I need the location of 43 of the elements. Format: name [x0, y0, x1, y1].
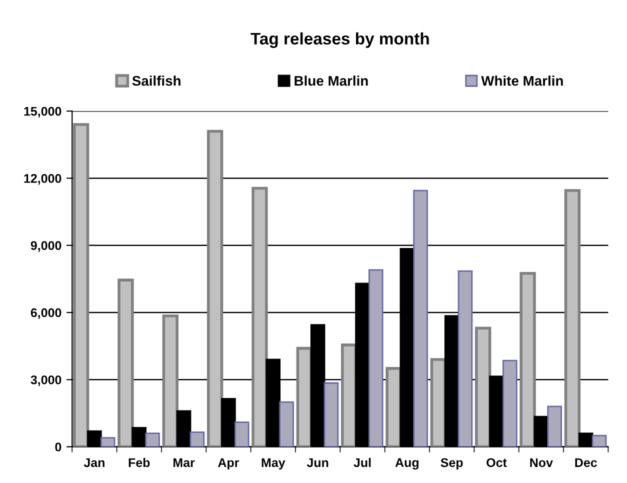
bar [118, 278, 134, 447]
bar [592, 434, 607, 447]
x-tick-label: Feb [128, 458, 150, 468]
bar [386, 367, 402, 447]
x-tick-label: Aug [395, 458, 418, 470]
bar [234, 421, 250, 447]
bar [324, 382, 339, 447]
bar [279, 401, 294, 447]
bar [206, 130, 224, 447]
x-tick-label: Oct [486, 458, 507, 468]
x-tick-label: Jan [84, 458, 104, 468]
x-tick-label: May [262, 458, 286, 470]
bar [564, 189, 581, 447]
bar [252, 186, 268, 447]
bar [520, 272, 536, 447]
y-tick-label: 3,000 [30, 375, 62, 386]
bar [475, 326, 492, 447]
x-tick-label: Apr [218, 458, 240, 470]
x-tick-label: Nov [530, 458, 553, 468]
x-tick-label: Dec [575, 458, 597, 468]
x-tick-label: Jul [354, 458, 371, 468]
y-tick-label: 6,000 [30, 308, 62, 319]
bar [368, 269, 384, 447]
x-tick-label: Sep [440, 458, 463, 470]
bar [145, 432, 160, 447]
bar [100, 437, 116, 447]
y-tick-label: 12,000 [24, 174, 62, 185]
x-tick-label: Jun [306, 458, 328, 468]
chart-title: Tag releases by month [250, 32, 429, 48]
x-tick-label: Mar [174, 458, 195, 468]
bar [413, 190, 428, 447]
bar [162, 314, 178, 447]
legend-label: White Marlin [481, 76, 563, 86]
legend-label: Sailfish [132, 76, 180, 86]
y-tick-label: 0 [55, 442, 62, 452]
legend-label: Blue Marlin [294, 76, 368, 86]
bar [190, 432, 205, 447]
bar [458, 270, 473, 447]
y-tick-label: 9,000 [30, 241, 62, 252]
y-tick-label: 15,000 [24, 106, 62, 118]
bar [72, 123, 90, 447]
bar [502, 360, 518, 447]
bar [547, 406, 562, 447]
